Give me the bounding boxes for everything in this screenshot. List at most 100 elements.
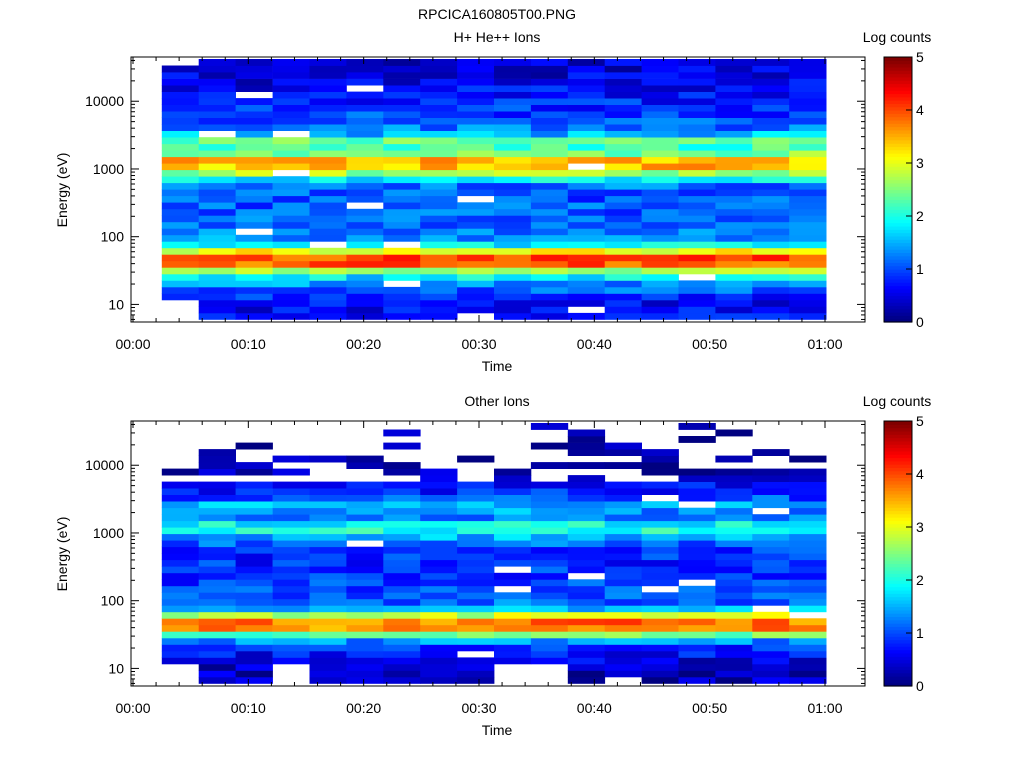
heatmap-cell — [420, 566, 458, 574]
x-tick-label: 00:30 — [461, 336, 496, 352]
heatmap-cell — [198, 514, 236, 522]
heatmap-cell — [494, 650, 532, 658]
colorbar-swatch — [884, 199, 912, 204]
heatmap-cell — [567, 247, 606, 255]
heatmap-cell — [715, 592, 753, 600]
heatmap-cell — [235, 462, 273, 469]
heatmap-cell — [530, 91, 569, 99]
colorbar-swatch — [884, 70, 912, 75]
heatmap-cell — [678, 644, 716, 652]
heatmap-cell — [752, 449, 790, 456]
heatmap-cell — [198, 520, 236, 528]
heatmap-cell — [346, 488, 384, 495]
heatmap-cell — [789, 228, 827, 236]
figure-title: RPCICA160805T00.PNG — [418, 6, 576, 22]
heatmap-cell — [530, 65, 569, 73]
colorbar-swatch — [884, 259, 912, 263]
heatmap-cell — [235, 501, 273, 509]
heatmap-cell — [752, 286, 790, 294]
heatmap-cell — [457, 111, 495, 118]
colorbar-swatch — [884, 586, 912, 591]
heatmap-cell — [567, 189, 606, 197]
heatmap-cell — [272, 494, 310, 502]
heatmap-cell — [161, 624, 200, 632]
heatmap-cell — [678, 657, 716, 665]
heatmap-cell — [346, 176, 384, 184]
heatmap-cell — [198, 78, 236, 86]
heatmap-cell — [235, 104, 273, 112]
colorbar-swatch — [884, 96, 912, 101]
heatmap-cell — [604, 189, 642, 197]
heatmap-cell — [678, 585, 716, 593]
heatmap-cell — [198, 104, 236, 112]
colorbar-swatch — [884, 110, 912, 114]
heatmap-cell — [309, 247, 347, 255]
colorbar-swatch — [884, 298, 912, 303]
heatmap-cell — [530, 481, 569, 489]
heatmap-cell — [161, 273, 200, 281]
heatmap-cell — [567, 540, 606, 548]
heatmap-cell — [567, 176, 606, 184]
colorbar-swatch — [884, 146, 912, 151]
heatmap-cell — [383, 215, 421, 223]
heatmap-cell — [457, 455, 495, 463]
heatmap-cell — [272, 540, 310, 548]
heatmap-cell — [494, 306, 532, 314]
heatmap-cell — [752, 98, 790, 105]
heatmap-cell — [678, 202, 716, 210]
heatmap-cell — [420, 72, 458, 79]
heatmap-cell — [161, 254, 200, 262]
heatmap-cell — [494, 182, 532, 190]
heatmap-cell — [272, 228, 310, 236]
heatmap-cell — [420, 124, 458, 131]
heatmap-cell — [752, 566, 790, 574]
heatmap-cell — [161, 494, 200, 502]
heatmap-cell — [198, 676, 236, 684]
colorbar-swatch — [884, 427, 912, 432]
colorbar-swatch — [884, 636, 912, 641]
heatmap-cell — [789, 605, 827, 613]
heatmap-cell — [715, 195, 753, 203]
heatmap-cell — [789, 195, 827, 203]
heatmap-cell — [567, 312, 606, 320]
colorbar-swatch — [884, 470, 912, 475]
colorbar-tick-label: 5 — [916, 413, 924, 429]
heatmap-cell — [198, 143, 236, 151]
heatmap-cell — [383, 559, 421, 567]
heatmap-cell — [383, 520, 421, 528]
heatmap-cell — [457, 306, 495, 314]
heatmap-cell — [383, 98, 421, 105]
heatmap-cell — [752, 267, 790, 275]
heatmap-cell — [715, 72, 753, 79]
heatmap-cell — [457, 59, 495, 66]
heatmap-cell — [346, 98, 384, 105]
heatmap-cell — [198, 540, 236, 548]
heatmap-cell — [641, 169, 679, 177]
colorbar-swatch — [884, 662, 912, 667]
heatmap-cell — [641, 215, 679, 223]
colorbar-tick-label: 1 — [916, 261, 924, 277]
heatmap-cell — [235, 137, 273, 145]
heatmap-cell — [457, 117, 495, 125]
heatmap-cell — [383, 644, 421, 652]
heatmap-cell — [752, 657, 790, 665]
heatmap-cell — [198, 65, 236, 73]
panel-title: Other Ions — [464, 393, 529, 409]
heatmap-cell — [198, 605, 236, 613]
heatmap-cell — [789, 111, 827, 118]
heatmap-cell — [604, 631, 642, 639]
heatmap-cell — [235, 156, 273, 164]
heatmap-cell — [715, 527, 753, 535]
heatmap-cell — [272, 91, 310, 99]
heatmap-cell — [309, 85, 347, 92]
colorbar-swatch — [884, 490, 912, 495]
heatmap-cell — [494, 234, 532, 242]
x-tick-label: 00:00 — [115, 700, 150, 716]
heatmap-cell — [383, 273, 421, 281]
heatmap-cell — [420, 676, 458, 684]
heatmap-cell — [567, 475, 606, 482]
heatmap-cell — [715, 150, 753, 158]
heatmap-cell — [641, 156, 679, 164]
